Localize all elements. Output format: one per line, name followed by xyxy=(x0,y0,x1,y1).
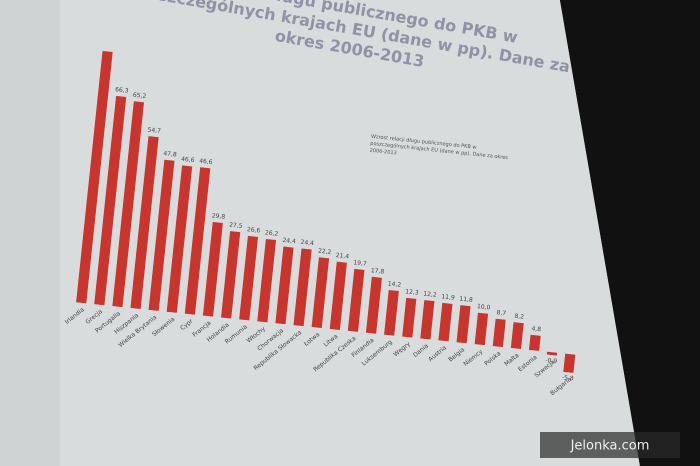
bar xyxy=(112,101,145,308)
data-label: 54,7 xyxy=(147,127,161,135)
bar xyxy=(420,300,435,340)
bar xyxy=(365,276,382,334)
bar xyxy=(293,248,312,327)
data-label: 66,3 xyxy=(115,86,129,94)
data-label: 17,8 xyxy=(371,267,385,275)
bar xyxy=(221,231,241,319)
data-label: 8,2 xyxy=(514,313,524,321)
data-label: 46,6 xyxy=(181,156,195,164)
bar xyxy=(130,136,159,310)
watermark-box xyxy=(540,432,680,458)
slide-sidebar xyxy=(0,0,60,466)
projection-screen xyxy=(0,0,640,466)
data-label: 12,2 xyxy=(423,290,437,298)
bar xyxy=(239,235,259,321)
data-label: 29,8 xyxy=(211,212,225,220)
bar xyxy=(347,268,365,332)
data-label: 14,2 xyxy=(387,280,401,288)
watermark: Jelonka.com xyxy=(570,439,650,454)
bar xyxy=(384,289,399,336)
bar xyxy=(456,305,471,344)
data-label: -0,9 xyxy=(545,357,558,365)
bar xyxy=(94,95,127,306)
data-label: 24,4 xyxy=(282,237,296,245)
data-label: 4,8 xyxy=(531,325,541,333)
bar xyxy=(257,238,277,323)
bar xyxy=(202,221,223,317)
bar xyxy=(402,297,417,338)
data-label: 22,2 xyxy=(318,248,332,256)
bar xyxy=(492,318,506,348)
data-label: 47,8 xyxy=(163,150,177,158)
wall xyxy=(560,0,700,466)
data-label: 26,2 xyxy=(265,229,279,237)
bar xyxy=(510,322,524,349)
bar xyxy=(528,334,541,351)
bar xyxy=(329,261,347,330)
data-label: 26,6 xyxy=(247,226,261,234)
data-label: 24,4 xyxy=(300,239,314,247)
data-label: 11,9 xyxy=(441,293,455,301)
bar xyxy=(311,257,330,329)
bar xyxy=(148,159,175,311)
bar xyxy=(546,351,558,356)
bar xyxy=(474,312,489,346)
bar xyxy=(166,165,193,313)
data-label: 46,6 xyxy=(199,158,213,166)
data-label: -5,8 xyxy=(562,374,575,382)
bar xyxy=(438,302,453,342)
data-label: 10,0 xyxy=(477,303,491,311)
bar xyxy=(76,50,113,304)
bar xyxy=(184,167,211,315)
data-label: 65,2 xyxy=(133,92,147,100)
data-label: 19,7 xyxy=(353,259,367,267)
bar xyxy=(563,353,576,373)
data-label: 11,8 xyxy=(459,296,473,304)
data-label: 27,5 xyxy=(229,221,243,229)
bar xyxy=(275,246,294,325)
data-label: 12,3 xyxy=(405,288,419,296)
data-label: 8,7 xyxy=(496,309,506,317)
data-label: 21,4 xyxy=(335,252,349,260)
